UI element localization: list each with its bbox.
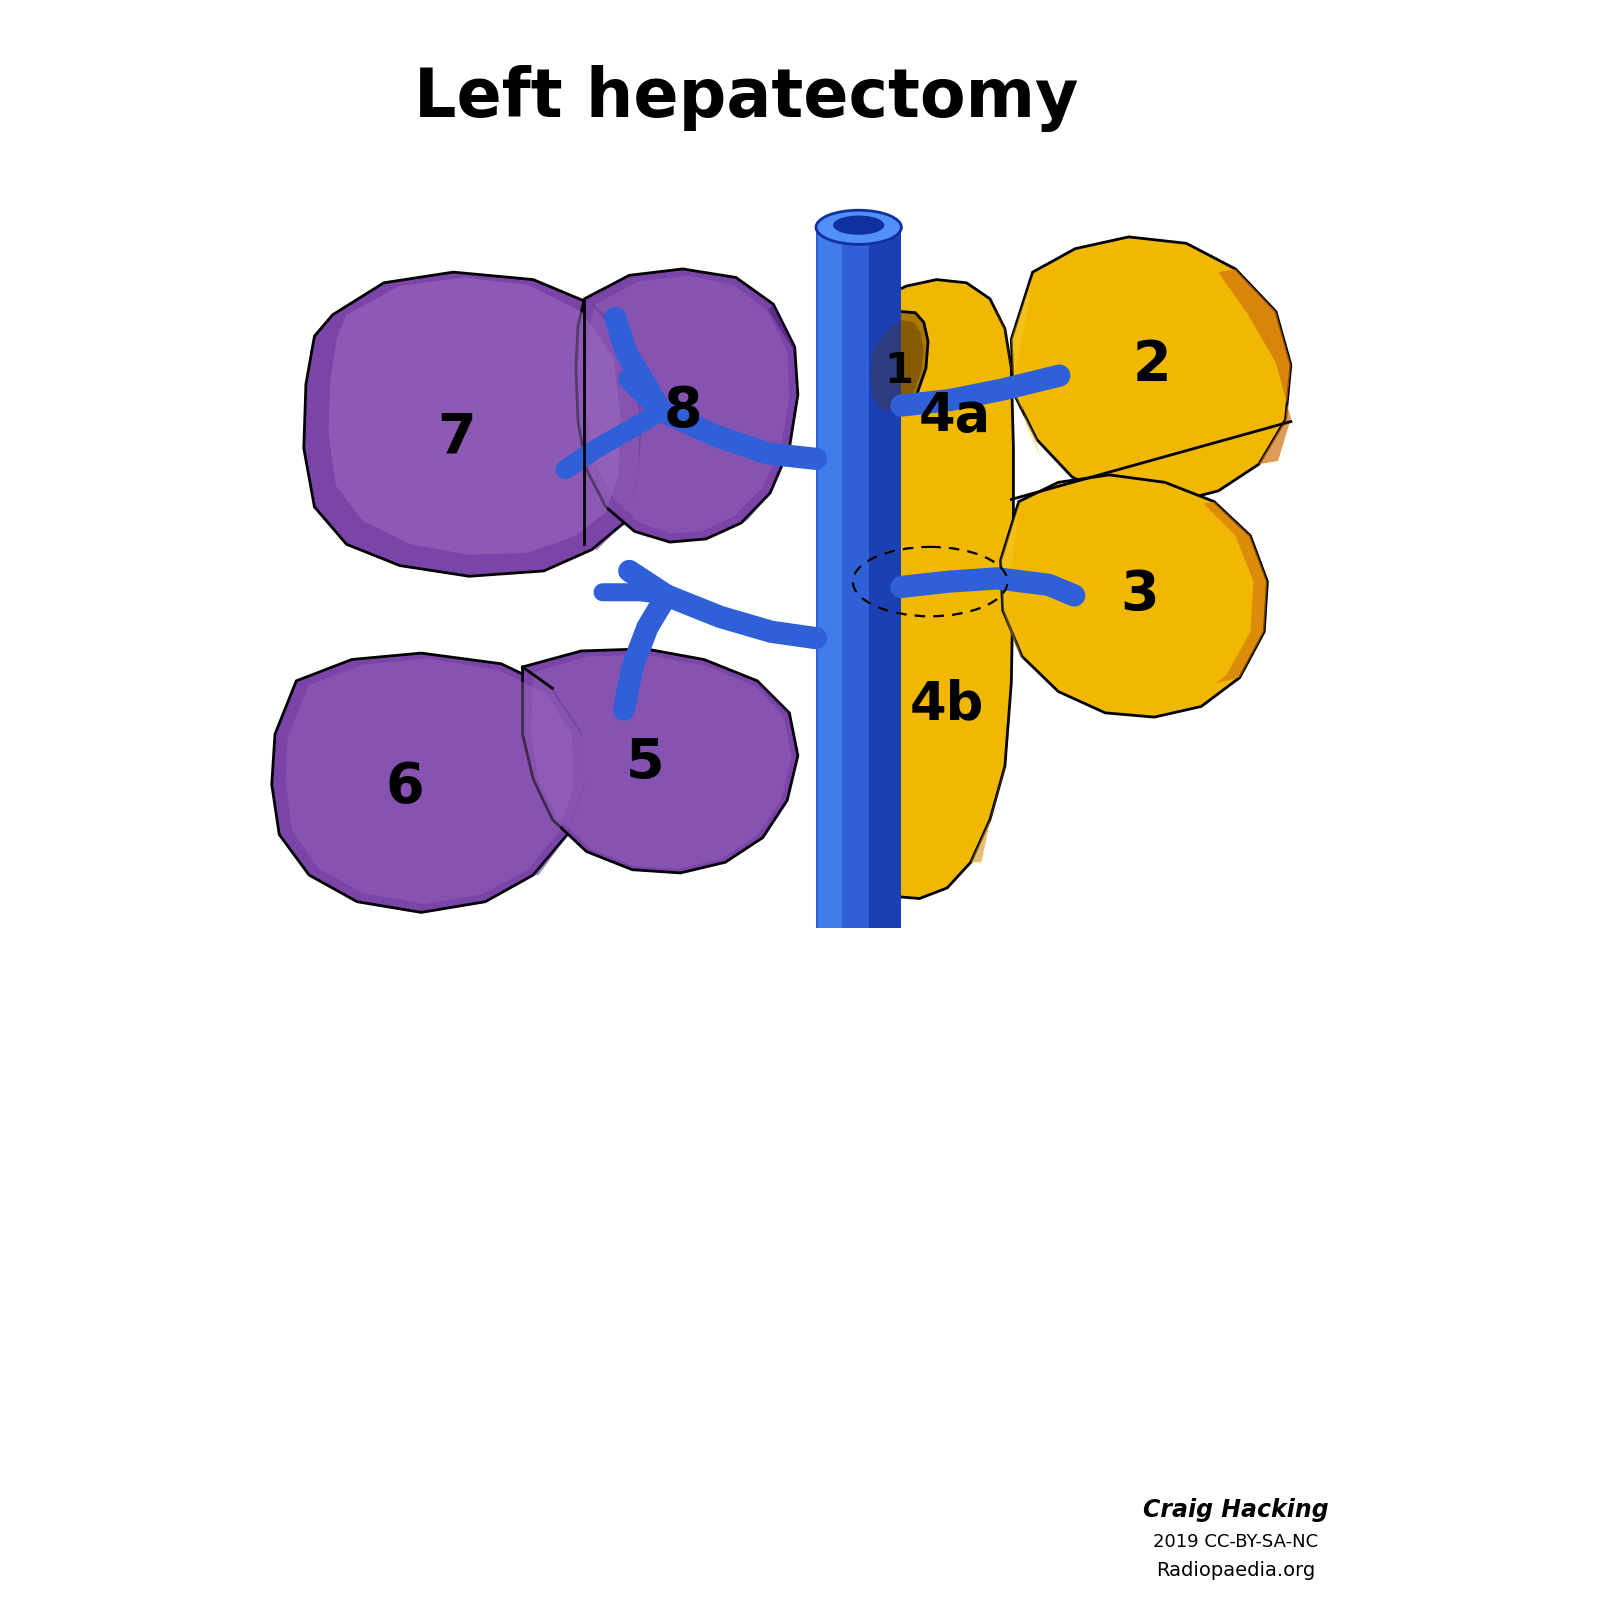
- Text: 5: 5: [626, 736, 664, 790]
- Polygon shape: [1011, 275, 1040, 456]
- Polygon shape: [870, 320, 923, 411]
- Ellipse shape: [834, 216, 885, 235]
- Text: Radiopaedia.org: Radiopaedia.org: [1155, 1562, 1315, 1581]
- Ellipse shape: [816, 210, 901, 245]
- Text: 2: 2: [1133, 338, 1171, 392]
- Polygon shape: [818, 227, 842, 928]
- Text: Left hepatectomy: Left hepatectomy: [414, 64, 1078, 131]
- Text: 8: 8: [664, 384, 702, 438]
- Text: 7: 7: [437, 411, 475, 464]
- Polygon shape: [576, 269, 798, 542]
- Polygon shape: [816, 227, 901, 928]
- Text: 4a: 4a: [918, 390, 990, 442]
- Polygon shape: [1000, 475, 1267, 717]
- Polygon shape: [587, 275, 789, 533]
- Text: 2019 CC-BY-SA-NC: 2019 CC-BY-SA-NC: [1154, 1533, 1318, 1550]
- Text: 3: 3: [1120, 568, 1158, 622]
- Polygon shape: [328, 277, 621, 555]
- Polygon shape: [741, 304, 798, 523]
- Polygon shape: [523, 650, 798, 874]
- Polygon shape: [850, 296, 894, 896]
- Polygon shape: [304, 272, 640, 576]
- Polygon shape: [531, 656, 792, 869]
- Text: 4b: 4b: [910, 678, 984, 730]
- Polygon shape: [850, 280, 1013, 899]
- Text: Craig Hacking: Craig Hacking: [1142, 1498, 1328, 1522]
- Polygon shape: [592, 304, 642, 549]
- Polygon shape: [866, 312, 928, 418]
- Polygon shape: [971, 299, 1013, 862]
- Polygon shape: [286, 659, 574, 904]
- Text: 6: 6: [386, 760, 424, 814]
- Text: 1: 1: [885, 350, 914, 392]
- Polygon shape: [272, 653, 584, 912]
- Polygon shape: [752, 682, 798, 843]
- Polygon shape: [1218, 269, 1291, 464]
- Polygon shape: [1000, 504, 1026, 659]
- FancyBboxPatch shape: [1115, 1485, 1355, 1600]
- Polygon shape: [1011, 237, 1291, 504]
- Polygon shape: [869, 227, 901, 928]
- Polygon shape: [1203, 501, 1267, 683]
- Polygon shape: [533, 688, 584, 875]
